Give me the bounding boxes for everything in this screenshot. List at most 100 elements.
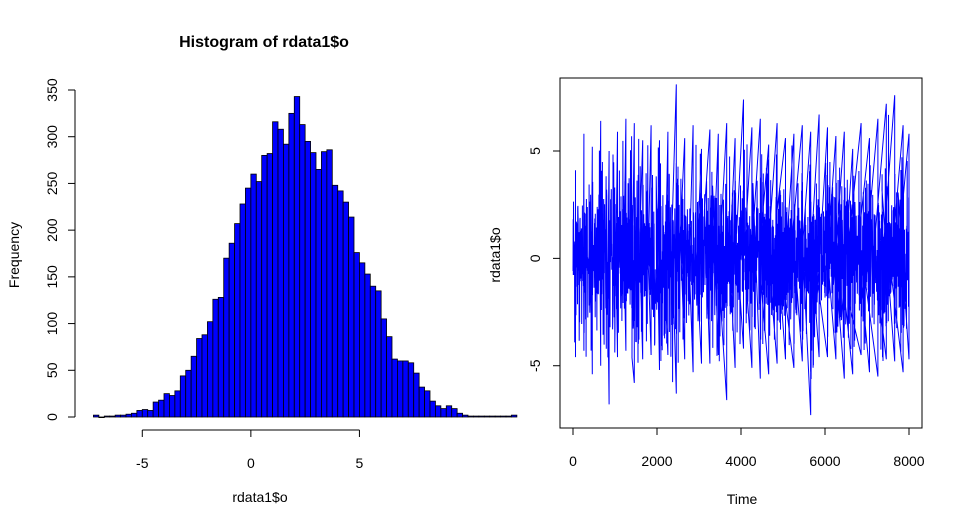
histogram-bar [283,143,290,418]
histogram-bar [473,415,480,418]
histogram-bar [418,386,425,418]
timeseries-x-label: Time [727,491,758,507]
histogram-bar [375,290,382,418]
histogram-bar [326,149,333,418]
histogram-bar [391,358,398,418]
timeseries-y-tick-label: 0 [527,254,543,262]
histogram-bar [277,128,284,418]
histogram-bar [217,297,225,418]
histogram-y-tick-label: 150 [44,265,60,289]
histogram-x-tick-label: -5 [136,455,149,471]
timeseries-y-axis: -5 0 5 [527,147,561,372]
histogram-bar [304,140,311,418]
histogram-bar [266,153,273,418]
histogram-bar [207,321,214,418]
histogram-bar [467,415,474,418]
histogram-bar [103,415,111,418]
histogram-title: Histogram of rdata1$o [179,34,349,51]
histogram-y-tick-label: 250 [44,172,60,196]
timeseries-x-tick-label: 4000 [725,453,756,469]
histogram-bar [98,416,105,419]
histogram-bar [489,415,496,418]
histogram-bar [424,390,431,418]
histogram-bars [93,96,518,419]
histogram-bar [179,375,187,418]
timeseries-y-tick-label: 5 [527,147,543,155]
histogram-bar [228,242,235,418]
histogram-bar [136,410,143,418]
timeseries-x-tick-label: 2000 [641,453,672,469]
histogram-bar [407,362,415,418]
histogram-bar [494,415,501,418]
histogram-bar [386,336,393,418]
timeseries-line [572,84,910,416]
histogram-bar [505,415,512,418]
histogram-y-axis: 0 50 100 150 200 250 300 350 [44,78,76,421]
histogram-bar [125,413,132,418]
histogram-bar [261,154,268,418]
histogram-bar [272,121,279,418]
histogram-bar [483,415,491,418]
histogram-bar [369,285,377,418]
histogram-y-tick-label: 300 [44,125,60,149]
histogram-x-tick-label: 0 [247,455,255,471]
histogram-bar [402,360,409,418]
histogram-bar [201,334,208,418]
histogram-bar [413,372,420,418]
histogram-bar [190,355,197,418]
histogram-bar [331,184,339,418]
histogram-bar [212,298,219,418]
histogram-y-label: Frequency [6,222,22,288]
histogram-x-tick-label: 5 [356,455,364,471]
timeseries-panel: 0 2000 4000 6000 8000 -5 0 5 Time rdata1$o [487,77,925,507]
histogram-bar [342,201,349,418]
histogram-panel: Histogram of rdata1$o -5 0 5 0 50 100 150 200 2… [6,34,518,505]
histogram-bar [337,190,344,418]
histogram-bar [456,412,463,418]
histogram-bar [511,414,518,418]
histogram-bar [462,414,469,418]
histogram-bar [185,369,192,418]
timeseries-y-label: rdata1$o [487,227,503,282]
histogram-bar [315,169,322,418]
histogram-bar [451,408,458,418]
histogram-bar [152,401,159,418]
histogram-bar [250,173,257,418]
histogram-bar [169,395,176,418]
timeseries-x-tick-label: 0 [569,453,577,469]
histogram-bar [353,252,360,418]
histogram-bar [310,152,317,418]
histogram-bar [174,390,181,418]
histogram-bar [141,409,149,418]
histogram-bar [288,112,295,418]
histogram-x-label: rdata1$o [232,489,287,505]
histogram-bar [348,216,355,418]
histogram-bar [397,360,404,418]
histogram-bar [158,399,165,418]
histogram-bar [255,181,263,418]
histogram-bar [478,415,485,418]
histogram-bar [380,318,387,418]
timeseries-y-tick-label: -5 [527,359,543,372]
histogram-bar [321,151,328,418]
histogram-y-tick-label: 50 [44,362,60,378]
histogram-bar [299,124,306,418]
histogram-bar [440,408,447,418]
histogram-bar [293,96,301,418]
histogram-bar [435,405,442,418]
histogram-bar [239,203,246,418]
histogram-bar [163,393,170,418]
histogram-bar [109,415,116,418]
timeseries-x-tick-label: 6000 [809,453,840,469]
histogram-bar [364,273,371,418]
histogram-bar [196,338,203,418]
histogram-bar [223,257,230,418]
timeseries-x-tick-label: 8000 [893,453,924,469]
histogram-bar [245,187,252,418]
histogram-bar [500,415,507,418]
timeseries-x-axis: 0 2000 4000 6000 8000 [569,427,925,469]
histogram-bar [429,400,436,418]
histogram-y-tick-label: 200 [44,218,60,242]
histogram-bar [114,414,121,418]
